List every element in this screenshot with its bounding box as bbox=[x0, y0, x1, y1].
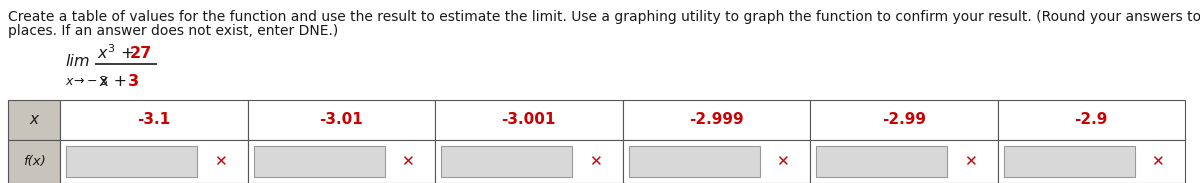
Bar bbox=[997, 100, 1186, 140]
Text: $x\!\to\!-3$: $x\!\to\!-3$ bbox=[65, 75, 108, 88]
Bar bbox=[66, 146, 197, 177]
Text: -3.1: -3.1 bbox=[137, 113, 170, 128]
Bar bbox=[810, 140, 997, 183]
Text: x +: x + bbox=[98, 74, 132, 89]
Bar bbox=[436, 100, 623, 140]
Bar bbox=[623, 100, 810, 140]
Text: Create a table of values for the function and use the result to estimate the lim: Create a table of values for the functio… bbox=[8, 10, 1200, 24]
Bar bbox=[629, 146, 760, 177]
Bar bbox=[442, 146, 572, 177]
Text: x: x bbox=[30, 113, 38, 128]
Text: -2.99: -2.99 bbox=[882, 113, 925, 128]
Bar bbox=[60, 140, 247, 183]
Text: -3.001: -3.001 bbox=[502, 113, 556, 128]
Bar bbox=[810, 100, 997, 140]
Bar bbox=[816, 146, 947, 177]
Bar bbox=[997, 140, 1186, 183]
Bar bbox=[8, 140, 60, 183]
Text: f(x): f(x) bbox=[23, 155, 46, 168]
Text: 3: 3 bbox=[128, 74, 139, 89]
Bar bbox=[253, 146, 385, 177]
Text: ✕: ✕ bbox=[776, 154, 790, 169]
Text: ✕: ✕ bbox=[1152, 154, 1164, 169]
Text: -2.9: -2.9 bbox=[1074, 113, 1108, 128]
Text: places. If an answer does not exist, enter DNE.): places. If an answer does not exist, ent… bbox=[8, 24, 338, 38]
Text: -2.999: -2.999 bbox=[689, 113, 744, 128]
Text: ✕: ✕ bbox=[402, 154, 414, 169]
Bar bbox=[436, 140, 623, 183]
Text: 27: 27 bbox=[130, 46, 152, 61]
Text: lim: lim bbox=[65, 53, 90, 68]
Text: ✕: ✕ bbox=[964, 154, 977, 169]
Bar bbox=[8, 100, 60, 140]
Text: -3.01: -3.01 bbox=[319, 113, 364, 128]
Text: ✕: ✕ bbox=[214, 154, 227, 169]
Bar bbox=[60, 100, 247, 140]
Bar bbox=[247, 140, 436, 183]
Bar bbox=[1003, 146, 1135, 177]
Bar bbox=[623, 140, 810, 183]
Bar bbox=[247, 100, 436, 140]
Text: $x^3$ +: $x^3$ + bbox=[97, 44, 136, 62]
Text: ✕: ✕ bbox=[589, 154, 601, 169]
